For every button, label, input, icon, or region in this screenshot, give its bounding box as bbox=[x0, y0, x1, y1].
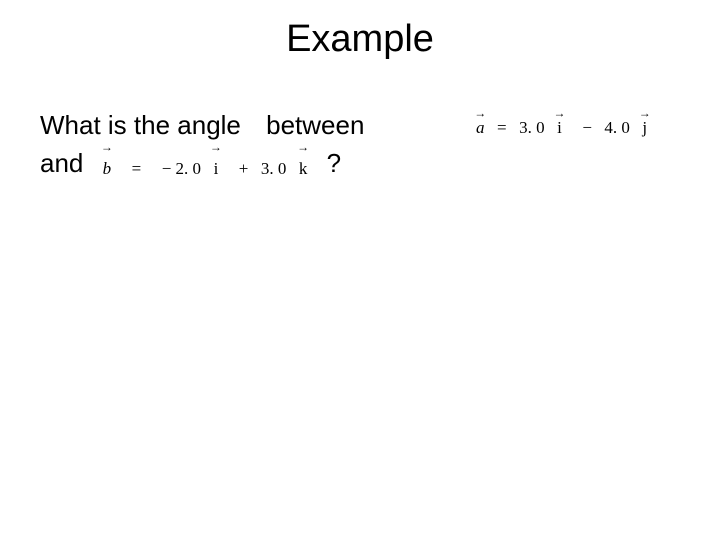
symbol-letter: a bbox=[476, 118, 485, 137]
coefficient: 4. 0 bbox=[604, 118, 630, 137]
operator: + bbox=[239, 159, 249, 178]
equation-vector-a: → a = 3. 0 → i − 4. 0 → j bbox=[476, 110, 647, 138]
symbol-letter: i bbox=[557, 118, 562, 137]
symbol-letter: j bbox=[642, 118, 647, 137]
equals-sign: = bbox=[497, 118, 507, 137]
question-line-2: and → b = − 2. 0 → i + 3. 0 bbox=[40, 144, 680, 186]
symbol-letter: b bbox=[103, 159, 112, 178]
text-fragment: between bbox=[266, 110, 364, 140]
unit-vector-k: → k bbox=[299, 144, 308, 186]
symbol-letter: i bbox=[214, 159, 219, 178]
unit-vector-j: → j bbox=[642, 110, 647, 138]
coefficient: 3. 0 bbox=[519, 118, 545, 137]
unit-vector-i: → i bbox=[214, 144, 219, 186]
vector-arrow-icon: → bbox=[297, 141, 309, 153]
coefficient: 3. 0 bbox=[261, 159, 287, 178]
text-fragment: What is the angle bbox=[40, 110, 241, 140]
vector-b-symbol: → b bbox=[103, 144, 112, 186]
symbol-letter: k bbox=[299, 159, 308, 178]
page-title: Example bbox=[0, 18, 720, 61]
vector-arrow-icon: → bbox=[639, 107, 651, 119]
vector-a-symbol: → a bbox=[476, 110, 485, 138]
text-fragment: and bbox=[40, 148, 83, 178]
vector-arrow-icon: → bbox=[210, 141, 222, 153]
text-fragment: ? bbox=[327, 148, 341, 178]
vector-arrow-icon: → bbox=[553, 107, 565, 119]
vector-arrow-icon: → bbox=[101, 141, 113, 153]
slide: Example What is the angle between and → … bbox=[0, 0, 720, 540]
unit-vector-i: → i bbox=[557, 110, 562, 138]
equation-vector-b: → b = − 2. 0 → i + 3. 0 → k bbox=[103, 144, 308, 186]
vector-arrow-icon: → bbox=[474, 107, 486, 119]
coefficient: − 2. 0 bbox=[162, 159, 201, 178]
equals-sign: = bbox=[132, 159, 142, 178]
operator: − bbox=[582, 118, 592, 137]
